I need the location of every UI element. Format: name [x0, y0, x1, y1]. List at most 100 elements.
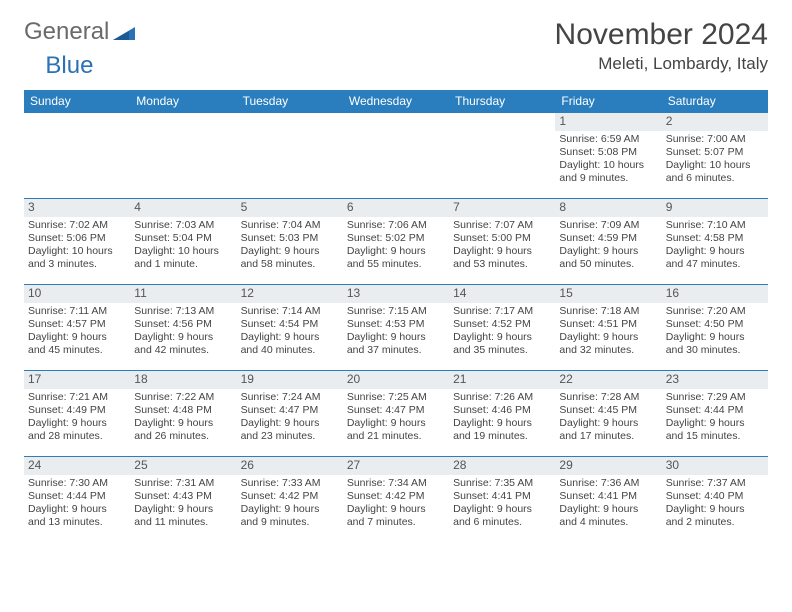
- calendar-cell: 18Sunrise: 7:22 AMSunset: 4:48 PMDayligh…: [130, 371, 236, 457]
- day-number: 24: [24, 457, 130, 475]
- calendar-row: 1Sunrise: 6:59 AMSunset: 5:08 PMDaylight…: [24, 113, 768, 199]
- calendar-row: 24Sunrise: 7:30 AMSunset: 4:44 PMDayligh…: [24, 457, 768, 543]
- sunrise-text: Sunrise: 7:26 AM: [453, 391, 551, 404]
- daylight-text: Daylight: 9 hours and 26 minutes.: [134, 417, 232, 443]
- calendar-cell: 27Sunrise: 7:34 AMSunset: 4:42 PMDayligh…: [343, 457, 449, 543]
- sunset-text: Sunset: 4:52 PM: [453, 318, 551, 331]
- calendar-cell: 21 Sunrise: 7:26 AMSunset: 4:46 PMDayligh…: [449, 371, 555, 457]
- sunset-text: Sunset: 5:00 PM: [453, 232, 551, 245]
- day-number: 28: [449, 457, 555, 475]
- sunrise-text: Sunrise: 7:29 AM: [666, 391, 764, 404]
- sunrise-text: Sunrise: 7:03 AM: [134, 219, 232, 232]
- calendar-cell: [237, 113, 343, 199]
- sunset-text: Sunset: 5:08 PM: [559, 146, 657, 159]
- day-number: 10: [24, 285, 130, 303]
- sunset-text: Sunset: 4:46 PM: [453, 404, 551, 417]
- day-number: 23: [662, 371, 768, 389]
- calendar-cell: 16Sunrise: 7:20 AMSunset: 4:50 PMDayligh…: [662, 285, 768, 371]
- calendar-cell: 29Sunrise: 7:36 AMSunset: 4:41 PMDayligh…: [555, 457, 661, 543]
- sunrise-text: Sunrise: 7:13 AM: [134, 305, 232, 318]
- sunrise-text: Sunrise: 7:31 AM: [134, 477, 232, 490]
- sunset-text: Sunset: 4:47 PM: [347, 404, 445, 417]
- sunset-text: Sunset: 4:51 PM: [559, 318, 657, 331]
- sunrise-text: Sunrise: 7:36 AM: [559, 477, 657, 490]
- brand-part2: Blue: [45, 52, 93, 80]
- day-number: 12: [237, 285, 343, 303]
- sunrise-text: Sunrise: 7:15 AM: [347, 305, 445, 318]
- sunset-text: Sunset: 5:04 PM: [134, 232, 232, 245]
- sunset-text: Sunset: 4:45 PM: [559, 404, 657, 417]
- calendar-cell: 20Sunrise: 7:25 AMSunset: 4:47 PMDayligh…: [343, 371, 449, 457]
- sunset-text: Sunset: 4:40 PM: [666, 490, 764, 503]
- day-number: 2: [662, 113, 768, 131]
- day-number: 15: [555, 285, 661, 303]
- sunrise-text: Sunrise: 7:28 AM: [559, 391, 657, 404]
- calendar-table: Sunday Monday Tuesday Wednesday Thursday…: [24, 90, 768, 543]
- day-number: 30: [662, 457, 768, 475]
- daylight-text: Daylight: 9 hours and 30 minutes.: [666, 331, 764, 357]
- daylight-text: Daylight: 9 hours and 4 minutes.: [559, 503, 657, 529]
- daylight-text: Daylight: 9 hours and 15 minutes.: [666, 417, 764, 443]
- day-number: 5: [237, 199, 343, 217]
- calendar-cell: 14 Sunrise: 7:17 AMSunset: 4:52 PMDayligh…: [449, 285, 555, 371]
- daylight-text: Daylight: 9 hours and 19 minutes.: [453, 417, 551, 443]
- daylight-text: Daylight: 9 hours and 35 minutes.: [453, 331, 551, 357]
- daylight-text: Daylight: 9 hours and 13 minutes.: [28, 503, 126, 529]
- daylight-text: Daylight: 9 hours and 50 minutes.: [559, 245, 657, 271]
- calendar-cell: 28Sunrise: 7:35 AMSunset: 4:41 PMDayligh…: [449, 457, 555, 543]
- calendar-cell: 4Sunrise: 7:03 AMSunset: 5:04 PMDaylight…: [130, 199, 236, 285]
- daylight-text: Daylight: 9 hours and 28 minutes.: [28, 417, 126, 443]
- daylight-text: Daylight: 9 hours and 55 minutes.: [347, 245, 445, 271]
- sunrise-text: Sunrise: 7:33 AM: [241, 477, 339, 490]
- day-number: 14: [449, 285, 555, 303]
- calendar-page: General November 2024 Meleti, Lombardy, …: [0, 0, 792, 553]
- day-number: 27: [343, 457, 449, 475]
- calendar-cell: 10Sunrise: 7:11 AMSunset: 4:57 PMDayligh…: [24, 285, 130, 371]
- sunset-text: Sunset: 4:47 PM: [241, 404, 339, 417]
- day-number: 21: [449, 371, 555, 389]
- daylight-text: Daylight: 9 hours and 17 minutes.: [559, 417, 657, 443]
- calendar-cell: 25Sunrise: 7:31 AMSunset: 4:43 PMDayligh…: [130, 457, 236, 543]
- weekday-header: Friday: [555, 90, 661, 113]
- calendar-cell: 8Sunrise: 7:09 AMSunset: 4:59 PMDaylight…: [555, 199, 661, 285]
- sunrise-text: Sunrise: 7:22 AM: [134, 391, 232, 404]
- sunset-text: Sunset: 4:53 PM: [347, 318, 445, 331]
- daylight-text: Daylight: 9 hours and 37 minutes.: [347, 331, 445, 357]
- day-number: 11: [130, 285, 236, 303]
- sunrise-text: Sunrise: 7:14 AM: [241, 305, 339, 318]
- sunset-text: Sunset: 4:44 PM: [666, 404, 764, 417]
- location-label: Meleti, Lombardy, Italy: [555, 54, 768, 74]
- calendar-cell: 24Sunrise: 7:30 AMSunset: 4:44 PMDayligh…: [24, 457, 130, 543]
- daylight-text: Daylight: 10 hours and 6 minutes.: [666, 159, 764, 185]
- sunset-text: Sunset: 4:49 PM: [28, 404, 126, 417]
- weekday-header: Tuesday: [237, 90, 343, 113]
- daylight-text: Daylight: 9 hours and 7 minutes.: [347, 503, 445, 529]
- weekday-header: Wednesday: [343, 90, 449, 113]
- brand-logo: General: [24, 18, 135, 46]
- day-number: 22: [555, 371, 661, 389]
- sunrise-text: Sunrise: 7:20 AM: [666, 305, 764, 318]
- weekday-header: Monday: [130, 90, 236, 113]
- sunrise-text: Sunrise: 7:18 AM: [559, 305, 657, 318]
- sunset-text: Sunset: 4:56 PM: [134, 318, 232, 331]
- calendar-cell: [130, 113, 236, 199]
- logo-triangle-icon: [113, 23, 135, 41]
- daylight-text: Daylight: 9 hours and 58 minutes.: [241, 245, 339, 271]
- daylight-text: Daylight: 9 hours and 11 minutes.: [134, 503, 232, 529]
- sunrise-text: Sunrise: 7:04 AM: [241, 219, 339, 232]
- sunrise-text: Sunrise: 7:24 AM: [241, 391, 339, 404]
- sunrise-text: Sunrise: 7:30 AM: [28, 477, 126, 490]
- sunset-text: Sunset: 4:54 PM: [241, 318, 339, 331]
- calendar-cell: 9Sunrise: 7:10 AMSunset: 4:58 PMDaylight…: [662, 199, 768, 285]
- sunrise-text: Sunrise: 7:25 AM: [347, 391, 445, 404]
- calendar-cell: 7Sunrise: 7:07 AMSunset: 5:00 PMDaylight…: [449, 199, 555, 285]
- calendar-cell: 26Sunrise: 7:33 AMSunset: 4:42 PMDayligh…: [237, 457, 343, 543]
- calendar-cell: 5Sunrise: 7:04 AMSunset: 5:03 PMDaylight…: [237, 199, 343, 285]
- sunrise-text: Sunrise: 7:17 AM: [453, 305, 551, 318]
- sunset-text: Sunset: 4:57 PM: [28, 318, 126, 331]
- daylight-text: Daylight: 9 hours and 40 minutes.: [241, 331, 339, 357]
- sunrise-text: Sunrise: 7:34 AM: [347, 477, 445, 490]
- sunrise-text: Sunrise: 7:21 AM: [28, 391, 126, 404]
- sunrise-text: Sunrise: 6:59 AM: [559, 133, 657, 146]
- day-number: 13: [343, 285, 449, 303]
